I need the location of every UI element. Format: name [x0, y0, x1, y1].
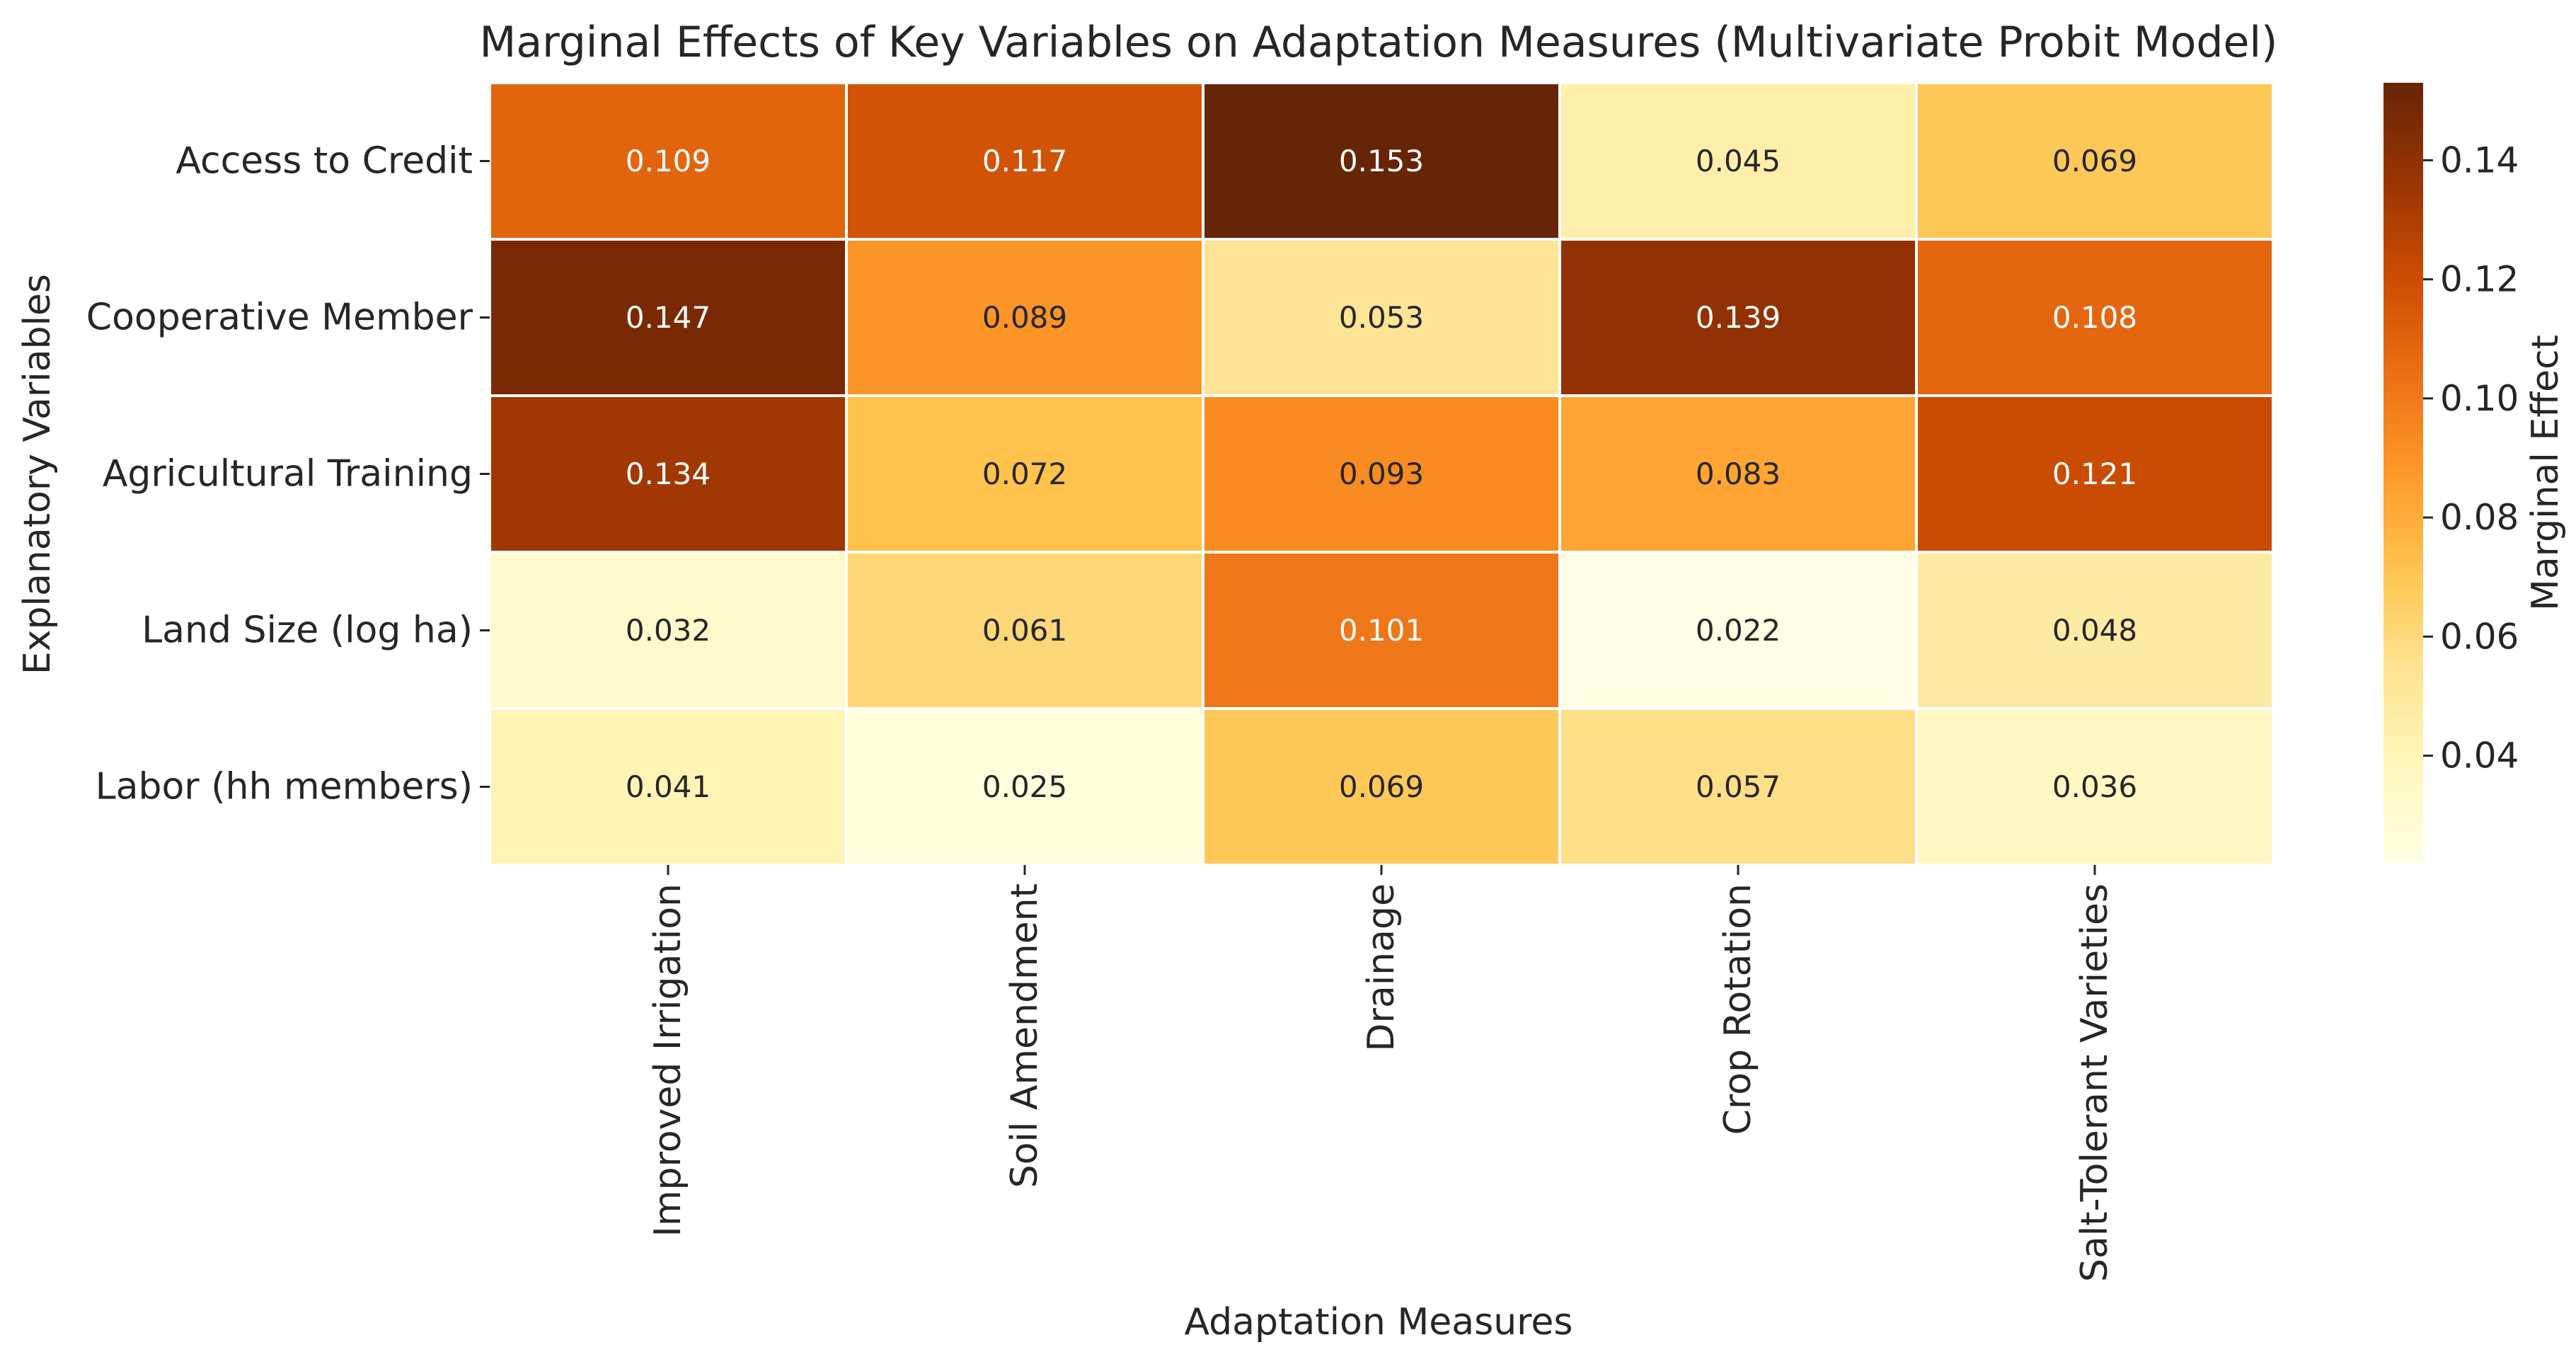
column-tick-label: Soil Amendment [1004, 883, 1046, 1188]
row-tick-label: Access to Credit [176, 140, 473, 183]
heatmap-cell-value: 0.083 [1696, 457, 1781, 491]
heatmap-cell-value: 0.109 [626, 144, 711, 178]
heatmap-cell-value: 0.072 [982, 457, 1067, 491]
heatmap-cell-labels: 0.109 0.117 0.153 0.045 0.069 0.147 0.089 0.053… [626, 144, 2137, 804]
heatmap-cell-value: 0.022 [1696, 613, 1781, 648]
heatmap-cell-value: 0.036 [2052, 769, 2137, 804]
row-tick-label: Cooperative Member [86, 297, 473, 339]
colorbar: 0.04 0.06 0.08 0.10 0.12 0.14 Marginal Effect [2384, 83, 2567, 863]
heatmap-cell-value: 0.025 [982, 769, 1067, 804]
heatmap-cell [1202, 551, 1561, 710]
heatmap-cell [488, 238, 848, 397]
heatmap-cell-value: 0.147 [626, 300, 711, 335]
heatmap-cell-value: 0.108 [2052, 300, 2137, 335]
heatmap-cell [845, 551, 1204, 710]
heatmap-cell-value: 0.093 [1339, 457, 1424, 491]
heatmap-cell-value: 0.089 [982, 300, 1067, 335]
heatmap-cell [1915, 394, 2275, 554]
column-tick-label: Drainage [1360, 883, 1403, 1052]
heatmap-cell-value: 0.134 [626, 457, 711, 491]
heatmap-cell [1558, 81, 1918, 241]
heatmap-cell [845, 707, 1204, 866]
heatmap-cell-value: 0.041 [626, 769, 711, 804]
colorbar-label: Marginal Effect [2524, 335, 2567, 611]
heatmap-cell-value: 0.048 [2052, 613, 2137, 648]
heatmap-cells [488, 81, 2275, 866]
colorbar-tick-label: 0.10 [2440, 378, 2519, 419]
heatmap-cell-value: 0.032 [626, 613, 711, 648]
colorbar-tick-label: 0.04 [2440, 735, 2519, 777]
heatmap-cell [1202, 238, 1561, 397]
heatmap-cell-value: 0.045 [1696, 144, 1781, 178]
y-axis-label: Explanatory Variables [16, 274, 59, 675]
row-tick-labels: Access to Credit Cooperative Member Agricu… [86, 140, 490, 808]
heatmap-cell [1915, 707, 2275, 866]
heatmap-cell [1202, 81, 1561, 241]
colorbar-tick-label: 0.14 [2440, 139, 2519, 181]
chart-title: Marginal Effects of Key Variables on Ada… [480, 18, 2278, 67]
heatmap-cell [1915, 551, 2275, 710]
column-tick-label: Improved Irrigation [647, 883, 689, 1237]
heatmap-cell-value: 0.069 [1339, 769, 1424, 804]
heatmap-cell [845, 81, 1204, 241]
heatmap-cell [1915, 81, 2275, 241]
heatmap-cell [1915, 238, 2275, 397]
heatmap-cell-value: 0.061 [982, 613, 1067, 648]
heatmap-cell-value: 0.069 [2052, 144, 2137, 178]
colorbar-tick-label: 0.06 [2440, 616, 2519, 657]
colorbar-tick-label: 0.08 [2440, 497, 2519, 538]
x-axis-label: Adaptation Measures [1184, 1301, 1572, 1344]
heatmap-cell-value: 0.153 [1339, 144, 1424, 178]
heatmap-cell-value: 0.101 [1339, 613, 1424, 648]
row-tick-label: Land Size (log ha) [142, 609, 473, 652]
column-tick-label: Salt-Tolerant Varieties [2074, 883, 2116, 1282]
heatmap-cell-value: 0.053 [1339, 300, 1424, 335]
column-tick-labels: Improved Irrigation Soil Amendment Drainag… [647, 865, 2116, 1282]
heatmap-cell [488, 81, 848, 241]
heatmap-cell-value: 0.139 [1696, 300, 1781, 335]
heatmap-cell-value: 0.057 [1696, 769, 1781, 804]
heatmap-cell-value: 0.117 [982, 144, 1067, 178]
row-tick-label: Agricultural Training [103, 453, 473, 495]
colorbar-ticks: 0.04 0.06 0.08 0.10 0.12 0.14 [2423, 139, 2519, 777]
heatmap-cell [1202, 394, 1561, 554]
row-tick-label: Labor (hh members) [96, 766, 473, 808]
heatmap-cell [1558, 394, 1918, 554]
colorbar-gradient-bar [2384, 83, 2423, 863]
heatmap-cell [1202, 707, 1561, 866]
heatmap-cell [1558, 551, 1918, 710]
heatmap-cell-value: 0.121 [2052, 457, 2137, 491]
heatmap-cell [845, 394, 1204, 554]
colorbar-tick-label: 0.12 [2440, 259, 2519, 300]
heatmap-cell [488, 707, 848, 866]
column-tick-label: Crop Rotation [1717, 883, 1759, 1135]
